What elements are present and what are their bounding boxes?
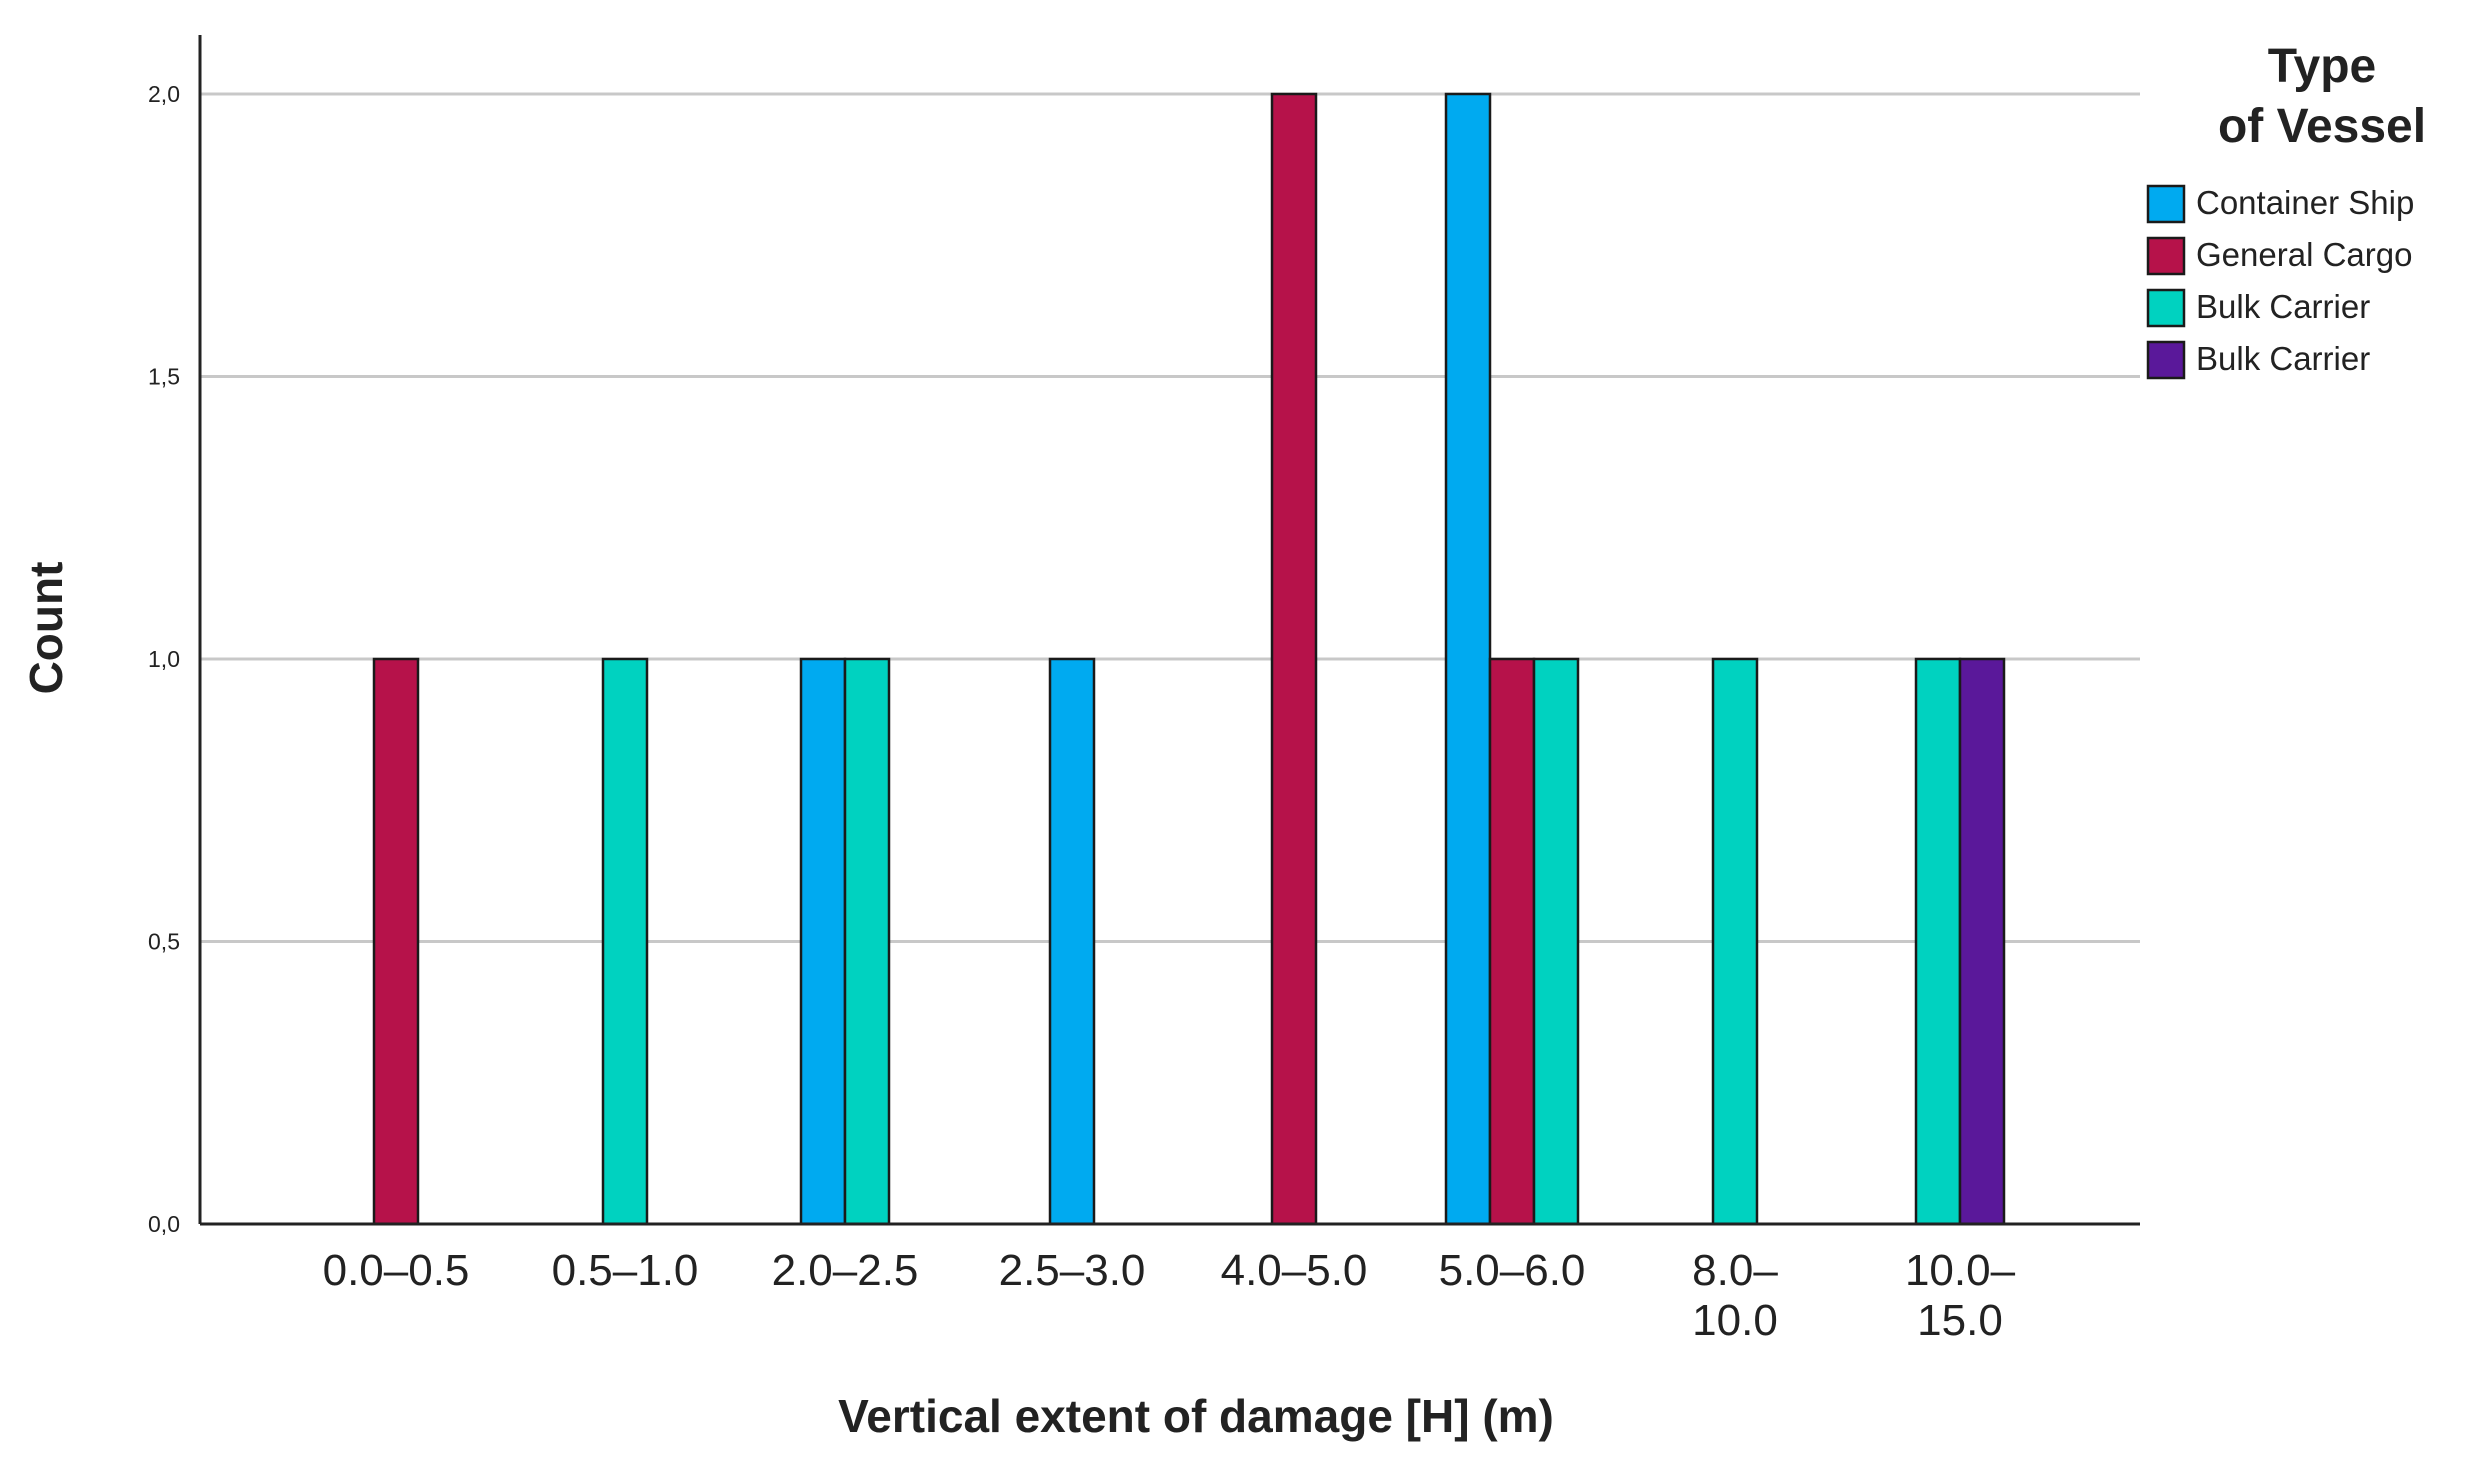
- bar: [1914, 657, 1962, 1226]
- x-tick-label: 10.0– 15.0: [1905, 1246, 2016, 1345]
- bar: [1048, 657, 1096, 1226]
- bar: [1488, 657, 1536, 1226]
- legend-label: Container Ship: [2196, 184, 2414, 221]
- y-tick-label: 2,0: [148, 81, 180, 107]
- x-tick-label: 8.0– 10.0: [1692, 1246, 1778, 1345]
- legend-swatch: [2146, 184, 2186, 224]
- x-tick-label: 0.5–1.0: [552, 1246, 699, 1295]
- legend-title: of Vessel: [2218, 100, 2426, 153]
- bar: [799, 657, 847, 1226]
- bar: [1532, 657, 1580, 1226]
- legend-label: General Cargo: [2196, 236, 2412, 273]
- x-tick-label: 0.0–0.5: [323, 1246, 470, 1295]
- x-tick-label: 5.0–6.0: [1439, 1246, 1586, 1295]
- bar: [1958, 657, 2006, 1226]
- legend-swatch: [2146, 236, 2186, 276]
- legend-title: Type: [2268, 40, 2376, 93]
- x-tick-label: 2.0–2.5: [772, 1246, 919, 1295]
- gridlines: [200, 92, 2140, 943]
- y-tick-label: 1,0: [148, 646, 180, 672]
- legend-swatch: [2146, 288, 2186, 328]
- axes: Vertical extent of damage [H] (m) Count: [20, 35, 2140, 1442]
- bar: [1270, 92, 1318, 1226]
- y-tick-label: 1,5: [148, 364, 180, 390]
- legend-swatch: [2146, 340, 2186, 380]
- legend-label: Bulk Carrier: [2196, 340, 2370, 377]
- bar: [372, 657, 420, 1226]
- x-axis-title: Vertical extent of damage [H] (m): [838, 1390, 1554, 1442]
- y-axis-title: Count: [20, 562, 72, 695]
- legend-label: Bulk Carrier: [2196, 288, 2370, 325]
- bar: [843, 657, 891, 1226]
- tick-labels: 0,0 0,5 1,0 1,5 2,0 0.0–0.5 0.5–1.0 2.0–2.5 2.5–…: [148, 81, 2016, 1345]
- x-tick-label: 2.5–3.0: [999, 1246, 1146, 1295]
- y-tick-label: 0,0: [148, 1211, 180, 1237]
- bar: [601, 657, 649, 1226]
- x-tick-label: 4.0–5.0: [1221, 1246, 1368, 1295]
- y-tick-label: 0,5: [148, 929, 180, 955]
- legend: Type of Vessel Container Ship General Cargo…: [2146, 40, 2426, 380]
- bar: [1711, 657, 1759, 1226]
- bar: [1444, 92, 1492, 1226]
